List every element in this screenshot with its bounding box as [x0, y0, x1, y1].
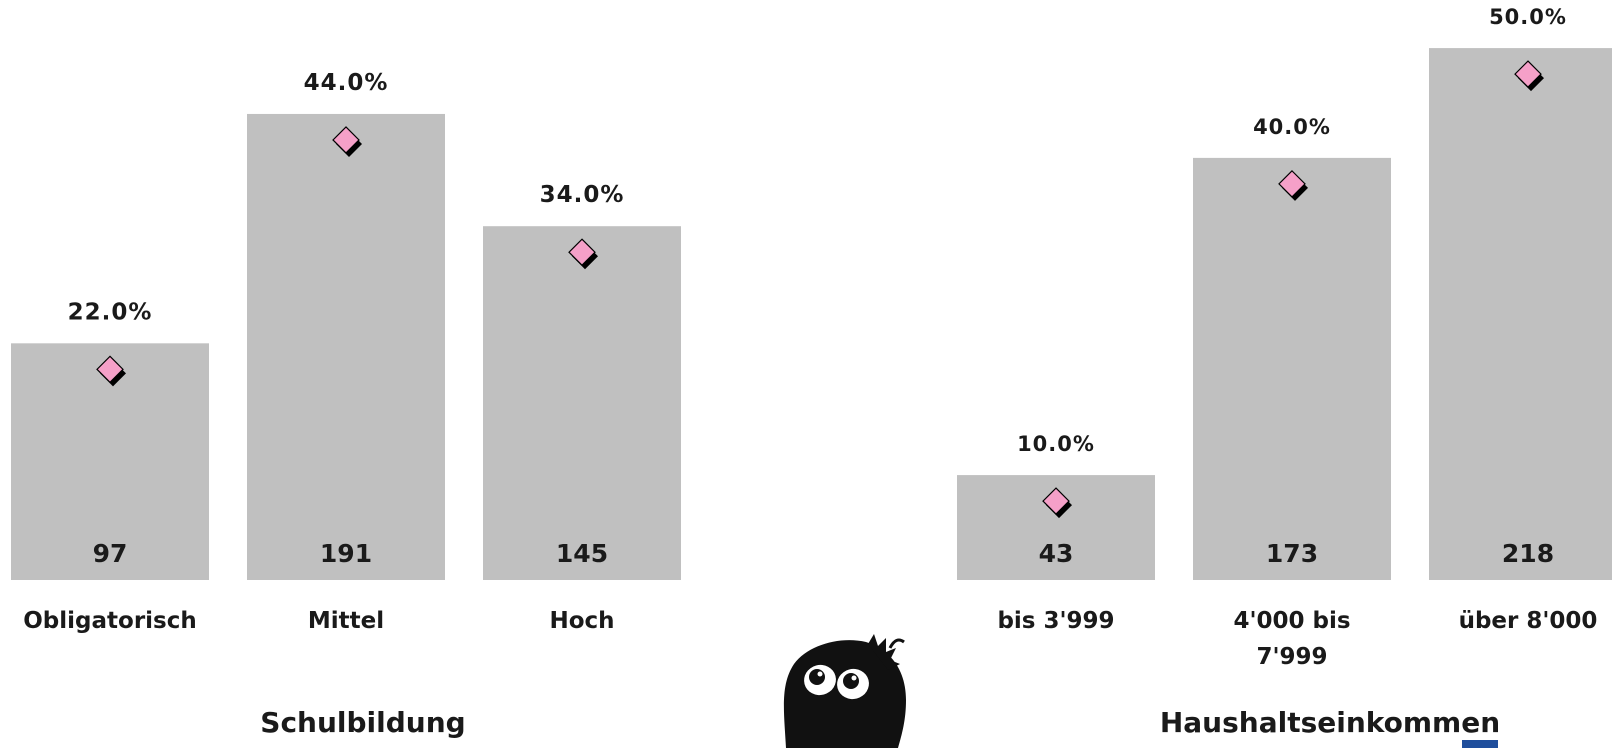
- chart-schulbildung: 22.0% 97 Obligatorisch 44.0% 191 Mittel 34.0% 1…: [11, 70, 681, 739]
- count-label: 43: [1039, 539, 1074, 568]
- percent-marker: [1042, 487, 1070, 515]
- percent-marker: [96, 355, 124, 384]
- bar: [1429, 48, 1612, 580]
- count-label: 97: [93, 539, 128, 568]
- percent-marker: [568, 238, 596, 267]
- percent-label: 34.0%: [540, 182, 625, 208]
- count-label: 191: [320, 539, 372, 568]
- percent-label: 40.0%: [1253, 115, 1331, 139]
- chart-haushaltseinkommen: 10.0% 43 bis 3'999 40.0% 173 4'000 bis 7'999 50…: [957, 5, 1612, 739]
- percent-marker: [1278, 170, 1306, 198]
- count-label: 173: [1266, 539, 1318, 568]
- bar: [247, 113, 445, 581]
- percent-label: 50.0%: [1489, 5, 1567, 29]
- count-label: 218: [1502, 539, 1554, 568]
- mascot-icon: [783, 634, 906, 748]
- category-label: Obligatorisch: [23, 608, 197, 634]
- percent-label: 22.0%: [68, 299, 153, 325]
- percent-marker: [1514, 60, 1542, 88]
- category-label: 4'000 bis 7'999: [1233, 608, 1350, 670]
- group-title: Schulbildung: [260, 706, 465, 739]
- bar: [1193, 157, 1391, 580]
- percent-label: 44.0%: [304, 70, 389, 96]
- category-label: über 8'000: [1459, 608, 1598, 634]
- category-label: Mittel: [308, 608, 384, 634]
- group-title: Haushaltseinkommen: [1160, 706, 1500, 739]
- category-label: bis 3'999: [997, 608, 1114, 634]
- category-label: Hoch: [549, 608, 614, 634]
- percent-marker: [332, 126, 360, 154]
- bar: [483, 226, 681, 580]
- percent-label: 10.0%: [1017, 432, 1095, 456]
- count-label: 145: [556, 539, 608, 568]
- logo-icon: [1462, 740, 1498, 748]
